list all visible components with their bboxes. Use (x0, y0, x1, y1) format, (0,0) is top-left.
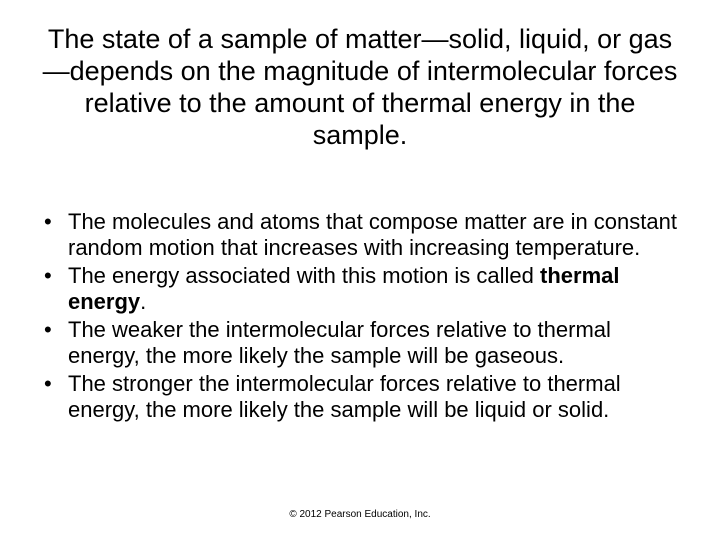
bullet-text: The molecules and atoms that compose mat… (68, 209, 677, 260)
copyright-footer: © 2012 Pearson Education, Inc. (0, 509, 720, 520)
list-item: The energy associated with this motion i… (68, 263, 692, 315)
list-item: The weaker the intermolecular forces rel… (68, 317, 692, 369)
slide-container: The state of a sample of matter—solid, l… (0, 0, 720, 540)
slide-title: The state of a sample of matter—solid, l… (28, 24, 692, 151)
list-item: The stronger the intermolecular forces r… (68, 371, 692, 423)
list-item: The molecules and atoms that compose mat… (68, 209, 692, 261)
bullet-text: The weaker the intermolecular forces rel… (68, 317, 611, 368)
bullet-text: The stronger the intermolecular forces r… (68, 371, 621, 422)
bullet-text: The energy associated with this motion i… (68, 263, 540, 288)
bullet-post: . (140, 289, 146, 314)
bullet-list: The molecules and atoms that compose mat… (28, 209, 692, 425)
